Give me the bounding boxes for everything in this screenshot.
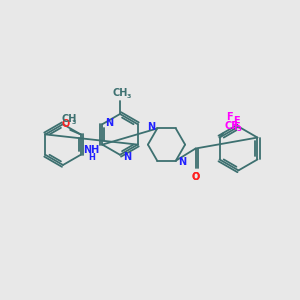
Text: 3: 3 <box>127 94 131 99</box>
Text: N: N <box>178 157 186 167</box>
Text: F: F <box>233 122 240 132</box>
Text: CH: CH <box>112 88 128 98</box>
Text: F: F <box>233 116 240 126</box>
Text: NH: NH <box>83 145 100 155</box>
Text: 3: 3 <box>237 126 242 132</box>
Text: O: O <box>191 172 200 182</box>
Text: CH: CH <box>62 114 77 124</box>
Text: F: F <box>226 112 232 122</box>
Text: N: N <box>147 122 155 132</box>
Text: 3: 3 <box>72 120 76 125</box>
Text: CF: CF <box>224 121 238 130</box>
Text: N: N <box>123 152 131 162</box>
Text: O: O <box>191 172 200 182</box>
Text: O: O <box>61 119 70 129</box>
Text: H: H <box>88 153 95 162</box>
Text: N: N <box>105 118 113 128</box>
